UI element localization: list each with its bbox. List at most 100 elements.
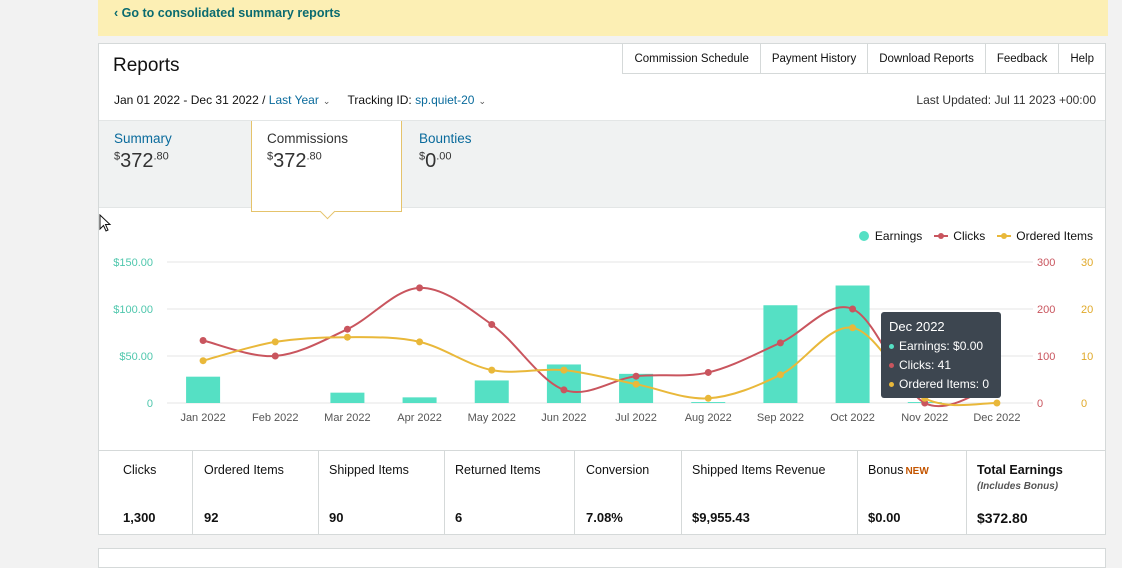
period-dropdown[interactable]: Last Year: [268, 93, 319, 107]
commissions-amount: $372.80: [267, 150, 322, 172]
legend-ordered-items[interactable]: Ordered Items: [997, 229, 1093, 243]
ordered-items-point: [560, 366, 568, 374]
y-left-tick: 0: [147, 398, 153, 410]
tracking-id-dropdown[interactable]: sp.quiet-20: [415, 93, 475, 107]
x-tick-label: Jul 2022: [615, 412, 657, 424]
tab-download-reports[interactable]: Download Reports: [867, 44, 985, 74]
summary-tabs: Summary $372.80 Commissions $372.80 Boun…: [99, 120, 1105, 212]
clicks-point: [199, 336, 207, 344]
tab-help[interactable]: Help: [1058, 44, 1105, 74]
earnings-bar: [835, 285, 870, 403]
chevron-down-icon[interactable]: ⌄: [478, 96, 487, 106]
mouse-cursor-icon: [99, 214, 112, 232]
new-badge: NEW: [905, 466, 929, 477]
y-right-ordered-tick: 0: [1081, 398, 1087, 410]
tooltip-title: Dec 2022: [889, 319, 945, 334]
clicks-point: [416, 284, 424, 292]
ordered-items-point: [849, 324, 857, 332]
x-tick-label: Jan 2022: [180, 412, 225, 424]
ordered-items-point: [776, 371, 784, 379]
ordered-items-point: [488, 366, 496, 374]
clicks-point: [560, 386, 568, 394]
stat-total-earnings: Total Earnings (Includes Bonus) $372.80: [977, 463, 1063, 526]
ordered-items-point: [704, 394, 712, 402]
x-tick-label: Sep 2022: [757, 412, 804, 424]
earnings-bar: [691, 402, 726, 403]
clicks-point: [488, 321, 496, 329]
earnings-bar: [763, 305, 798, 403]
page-title: Reports: [113, 55, 180, 76]
date-range-text: Jan 01 2022 - Dec 31 2022 /: [114, 93, 266, 107]
x-tick-label: Nov 2022: [901, 412, 948, 424]
y-left-tick: $100.00: [113, 304, 153, 316]
ordered-items-line: [202, 326, 997, 407]
y-right-ordered-tick: 30: [1081, 257, 1093, 269]
y-right-ordered-tick: 20: [1081, 304, 1093, 316]
tab-commissions-label: Commissions: [267, 131, 349, 146]
tab-commission-schedule[interactable]: Commission Schedule: [622, 44, 760, 74]
tooltip-ordered: Ordered Items: 0: [889, 375, 993, 394]
clicks-point: [343, 325, 351, 333]
consolidated-banner: ‹ Go to consolidated summary reports: [98, 0, 1108, 36]
legend-earnings[interactable]: Earnings: [858, 229, 922, 243]
stat-clicks: Clicks 1,300: [99, 451, 193, 535]
report-nav: Commission Schedule Payment History Down…: [622, 44, 1105, 74]
clicks-point: [776, 339, 784, 347]
legend-clicks[interactable]: Clicks: [934, 229, 985, 243]
ordered-items-point: [993, 399, 1001, 407]
filters-bar: Jan 01 2022 - Dec 31 2022 / Last Year ⌄ T…: [114, 93, 500, 107]
tab-summary[interactable]: Summary $372.80: [114, 131, 172, 173]
clicks-point: [271, 352, 279, 360]
clicks-point: [632, 372, 640, 380]
stat-shipped-revenue: Shipped Items Revenue $9,955.43: [682, 451, 858, 535]
y-left-tick: $50.00: [119, 351, 153, 363]
x-tick-label: Mar 2022: [324, 412, 370, 424]
chart-tooltip: Dec 2022 Earnings: $0.00 Clicks: 41 Orde…: [881, 312, 1001, 398]
tab-bounties[interactable]: Bounties $0.00: [419, 131, 472, 173]
chart-legend: Earnings Clicks Ordered Items: [847, 229, 1093, 243]
earnings-bar: [402, 397, 437, 403]
earnings-bar: [474, 380, 509, 403]
clicks-point: [849, 305, 857, 313]
ordered-items-point: [271, 338, 279, 346]
ordered-items-point: [632, 380, 640, 388]
next-section-card: [98, 548, 1106, 568]
y-right-clicks-tick: 300: [1037, 257, 1055, 269]
x-tick-label: Jun 2022: [541, 412, 586, 424]
bounties-amount: $0.00: [419, 150, 452, 172]
tab-commissions[interactable]: Commissions $372.80: [251, 121, 402, 212]
tooltip-clicks: Clicks: 41: [889, 356, 993, 375]
y-right-clicks-tick: 100: [1037, 351, 1055, 363]
y-left-tick: $150.00: [113, 257, 153, 269]
x-tick-label: Feb 2022: [252, 412, 298, 424]
x-tick-label: Aug 2022: [685, 412, 732, 424]
ordered-items-point: [416, 338, 424, 346]
stat-ordered-items: Ordered Items 92: [193, 451, 319, 535]
tab-payment-history[interactable]: Payment History: [759, 44, 868, 74]
tooltip-earnings: Earnings: $0.00: [889, 337, 993, 356]
y-right-clicks-tick: 200: [1037, 304, 1055, 316]
x-tick-label: Apr 2022: [397, 412, 442, 424]
stat-shipped-items: Shipped Items 90: [319, 451, 445, 535]
stat-bonus: Bonus NEW $0.00: [858, 451, 967, 535]
chevron-down-icon[interactable]: ⌄: [322, 96, 331, 106]
consolidated-summary-link[interactable]: ‹ Go to consolidated summary reports: [114, 6, 341, 20]
x-tick-label: Oct 2022: [830, 412, 875, 424]
earnings-bar: [186, 376, 221, 403]
stats-row: Clicks 1,300 Ordered Items 92 Shipped Item…: [99, 450, 1105, 535]
reports-card: Reports Commission Schedule Payment Hist…: [98, 43, 1106, 535]
chart-svg: $150.00$100.00$50.00030020010003020100Ja…: [113, 257, 1093, 424]
ordered-items-point: [343, 333, 351, 341]
y-right-ordered-tick: 10: [1081, 351, 1093, 363]
clicks-point: [704, 368, 712, 376]
x-tick-label: Dec 2022: [973, 412, 1020, 424]
earnings-chart: $150.00 $100.00 $50.00 0 300 200 100 0 30 20 10 0 Ja…: [99, 214, 1105, 450]
tab-feedback[interactable]: Feedback: [984, 44, 1059, 74]
x-tick-label: May 2022: [468, 412, 516, 424]
y-right-clicks-tick: 0: [1037, 398, 1043, 410]
earnings-bar: [330, 392, 365, 403]
ordered-items-point: [199, 357, 207, 365]
last-updated: Last Updated: Jul 11 2023 +00:00: [916, 93, 1096, 107]
stat-returned-items: Returned Items 6: [445, 451, 575, 535]
tab-bounties-label: Bounties: [419, 131, 472, 146]
